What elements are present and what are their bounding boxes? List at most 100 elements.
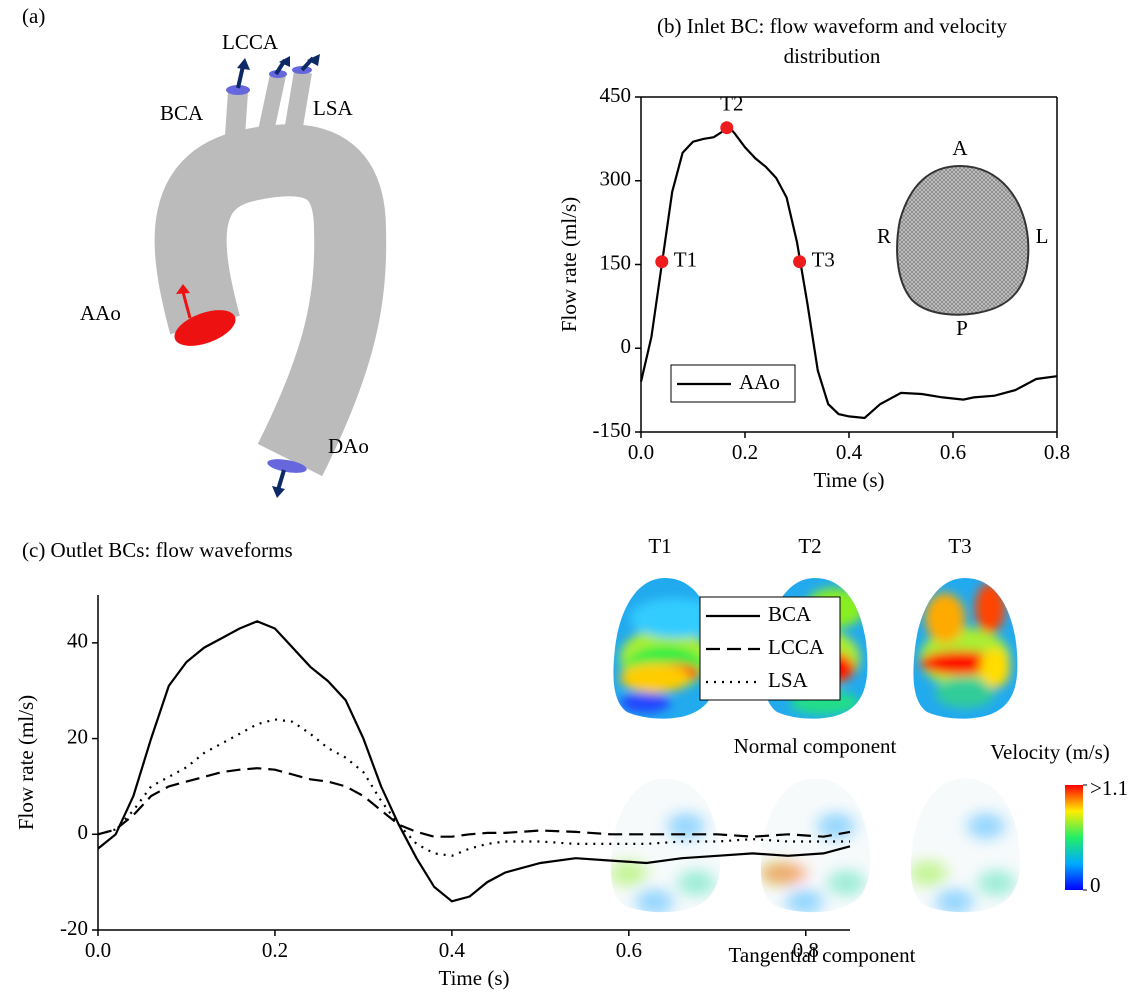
map-blobs xyxy=(760,812,866,913)
y-tick-label: 0 xyxy=(78,820,89,844)
y-tick-label: -20 xyxy=(60,916,88,940)
blob xyxy=(630,598,718,638)
chart-title: distribution xyxy=(784,44,881,68)
blob xyxy=(817,812,855,840)
legend-label: BCA xyxy=(768,602,812,626)
blob xyxy=(925,593,965,643)
x-tick-label: 0.6 xyxy=(940,440,966,464)
blob xyxy=(620,693,670,713)
colorbar-label: 0 xyxy=(1090,873,1101,897)
normal-label: Normal component xyxy=(734,734,897,758)
series-line xyxy=(639,126,1058,420)
series-line xyxy=(97,767,851,838)
colorbar-title: Velocity (m/s) xyxy=(990,740,1110,764)
blob xyxy=(785,888,824,913)
blob xyxy=(910,860,948,887)
time-label: T3 xyxy=(948,534,971,558)
y-axis-label: Flow rate (ml/s) xyxy=(557,197,581,332)
x-tick-label: 0.8 xyxy=(793,938,819,962)
x-tick-label: 0.8 xyxy=(1044,440,1070,464)
legend-label: LCCA xyxy=(768,635,825,659)
legend-label: LSA xyxy=(768,668,809,692)
x-axis-label: Time (s) xyxy=(439,966,510,990)
orientation-label: A xyxy=(952,136,968,160)
colorbar xyxy=(1065,785,1083,890)
tangential-label: Tangential component xyxy=(729,943,916,967)
panel-label: (a) xyxy=(22,4,45,28)
blob xyxy=(935,678,995,708)
x-tick-label: 0.6 xyxy=(616,938,642,962)
blob xyxy=(975,583,1005,633)
velocity-maps: Normal component Tangential component Ve… xyxy=(610,534,1128,967)
y-axis-label: Flow rate (ml/s) xyxy=(14,695,38,830)
y-tick-label: 300 xyxy=(600,167,632,191)
key-point-label: T3 xyxy=(812,248,835,272)
x-tick-label: 0.4 xyxy=(836,440,863,464)
map-fill xyxy=(910,778,1021,913)
vessel-label: DAo xyxy=(328,434,369,458)
tangential-map xyxy=(610,778,721,913)
inlet-arrow xyxy=(181,291,192,319)
time-label: T2 xyxy=(798,534,821,558)
map-blobs xyxy=(910,812,1016,913)
y-tick-label: 20 xyxy=(67,724,88,748)
map-fill xyxy=(760,778,871,913)
map-fill xyxy=(610,778,721,913)
y-tick-label: 150 xyxy=(600,250,632,274)
x-tick-label: 0.0 xyxy=(628,440,654,464)
y-tick-label: -150 xyxy=(593,418,632,442)
legend-label: AAo xyxy=(739,370,780,394)
blob xyxy=(827,869,866,897)
vessel-label: AAo xyxy=(80,301,121,325)
time-label: T1 xyxy=(648,534,671,558)
arrow-head xyxy=(176,284,190,294)
vessel-label: BCA xyxy=(160,101,204,125)
blob xyxy=(920,651,1000,675)
blob xyxy=(935,888,974,913)
key-point xyxy=(793,255,807,269)
panel-a: (a) LCCA BCA LSA AAo DAo xyxy=(22,4,387,498)
colorbar-label: >1.1 xyxy=(1090,776,1128,800)
map-blobs xyxy=(920,583,1010,708)
normal-map xyxy=(913,578,1018,719)
y-tick-label: 40 xyxy=(67,629,88,653)
blob xyxy=(967,812,1005,840)
tangential-map xyxy=(760,778,871,913)
blob xyxy=(760,862,807,885)
inlet-section: A P R L xyxy=(877,136,1048,340)
chart-title: (b) Inlet BC: flow waveform and velocity xyxy=(657,14,1007,38)
orientation-label: R xyxy=(877,224,891,248)
blob xyxy=(620,663,690,693)
arrow-heads xyxy=(237,54,320,498)
blob xyxy=(635,888,674,913)
key-point xyxy=(720,121,734,135)
vessel-label: LCCA xyxy=(222,30,279,54)
orientation-label: L xyxy=(1036,224,1049,248)
x-tick-label: 0.0 xyxy=(85,938,111,962)
inlet-face xyxy=(174,310,236,346)
map-blobs xyxy=(610,812,716,913)
x-tick-label: 0.2 xyxy=(262,938,288,962)
map-blobs xyxy=(620,598,718,713)
key-point-label: T1 xyxy=(674,248,697,272)
y-tick-label: 450 xyxy=(600,83,632,107)
key-point xyxy=(655,255,669,269)
x-axis-label: Time (s) xyxy=(814,468,885,492)
tangential-map xyxy=(910,778,1021,913)
blob xyxy=(667,812,705,840)
orientation-label: P xyxy=(956,316,968,340)
key-point-label: T2 xyxy=(720,92,743,116)
series-line xyxy=(97,718,850,857)
y-tick-label: 0 xyxy=(621,334,632,358)
aorta-model xyxy=(154,70,387,477)
blob xyxy=(977,869,1016,897)
map-fill xyxy=(913,578,1018,719)
x-tick-label: 0.4 xyxy=(439,938,466,962)
vessel-label: LSA xyxy=(313,96,354,120)
blob xyxy=(677,869,716,897)
x-tick-label: 0.2 xyxy=(732,440,758,464)
blob xyxy=(980,648,1010,688)
series-line xyxy=(97,620,851,903)
chart-title: (c) Outlet BCs: flow waveforms xyxy=(22,538,293,562)
